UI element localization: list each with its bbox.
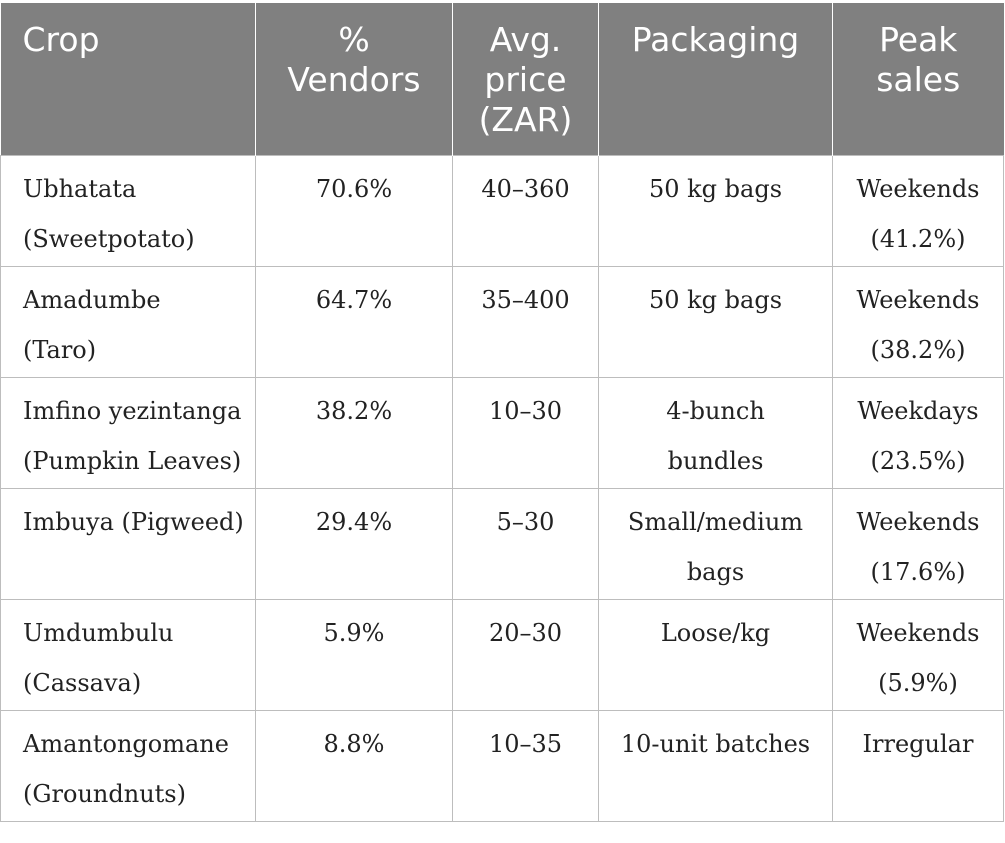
table-row: Umdumbulu (Cassava) 5.9% 20–30 Loose/kg … (0, 598, 1004, 711)
cell-packaging: Small/medium bags (598, 487, 833, 600)
table-row: Imbuya (Pigweed) 29.4% 5–30 Small/medium… (0, 487, 1004, 600)
table-row: Ubhatata (Sweetpotato) 70.6% 40–360 50 k… (0, 154, 1004, 267)
cell-peak-sales: Weekdays (23.5%) (832, 376, 1004, 489)
column-header-packaging: Packaging (598, 3, 833, 155)
cell-crop: Imfino yezintanga (Pumpkin Leaves) (0, 376, 256, 489)
cell-peak-sales: Weekends (38.2%) (832, 265, 1004, 378)
cell-vendors: 29.4% (255, 487, 453, 600)
table-row: Amadumbe (Taro) 64.7% 35–400 50 kg bags … (0, 265, 1004, 378)
cell-packaging: 50 kg bags (598, 154, 833, 267)
cell-vendors: 5.9% (255, 598, 453, 711)
column-header-peak-sales: Peak sales (832, 3, 1004, 155)
cell-avg-price: 35–400 (452, 265, 599, 378)
table-body: Ubhatata (Sweetpotato) 70.6% 40–360 50 k… (0, 154, 1004, 822)
cell-crop: Umdumbulu (Cassava) (0, 598, 256, 711)
crop-sales-table: Crop % Vendors Avg. price (ZAR) Packagin… (0, 3, 1004, 822)
cell-peak-sales: Weekends (17.6%) (832, 487, 1004, 600)
cell-vendors: 64.7% (255, 265, 453, 378)
column-header-avg-price: Avg. price (ZAR) (452, 3, 599, 155)
header-row: Crop % Vendors Avg. price (ZAR) Packagin… (0, 3, 1004, 155)
table-header: Crop % Vendors Avg. price (ZAR) Packagin… (0, 3, 1004, 155)
cell-vendors: 70.6% (255, 154, 453, 267)
cell-peak-sales: Weekends (41.2%) (832, 154, 1004, 267)
cell-peak-sales: Irregular (832, 709, 1004, 822)
cell-vendors: 8.8% (255, 709, 453, 822)
cell-packaging: 50 kg bags (598, 265, 833, 378)
cell-packaging: 10-unit batches (598, 709, 833, 822)
table-row: Imfino yezintanga (Pumpkin Leaves) 38.2%… (0, 376, 1004, 489)
cell-avg-price: 20–30 (452, 598, 599, 711)
column-header-crop: Crop (0, 3, 256, 155)
cell-crop: Imbuya (Pigweed) (0, 487, 256, 600)
cell-crop: Amantongomane (Groundnuts) (0, 709, 256, 822)
table-row: Amantongomane (Groundnuts) 8.8% 10–35 10… (0, 709, 1004, 822)
cell-avg-price: 10–30 (452, 376, 599, 489)
cell-crop: Amadumbe (Taro) (0, 265, 256, 378)
cell-peak-sales: Weekends (5.9%) (832, 598, 1004, 711)
cell-packaging: Loose/kg (598, 598, 833, 711)
cell-avg-price: 10–35 (452, 709, 599, 822)
cell-crop: Ubhatata (Sweetpotato) (0, 154, 256, 267)
column-header-vendors: % Vendors (255, 3, 453, 155)
cell-packaging: 4-bunch bundles (598, 376, 833, 489)
cell-avg-price: 40–360 (452, 154, 599, 267)
cell-vendors: 38.2% (255, 376, 453, 489)
cell-avg-price: 5–30 (452, 487, 599, 600)
